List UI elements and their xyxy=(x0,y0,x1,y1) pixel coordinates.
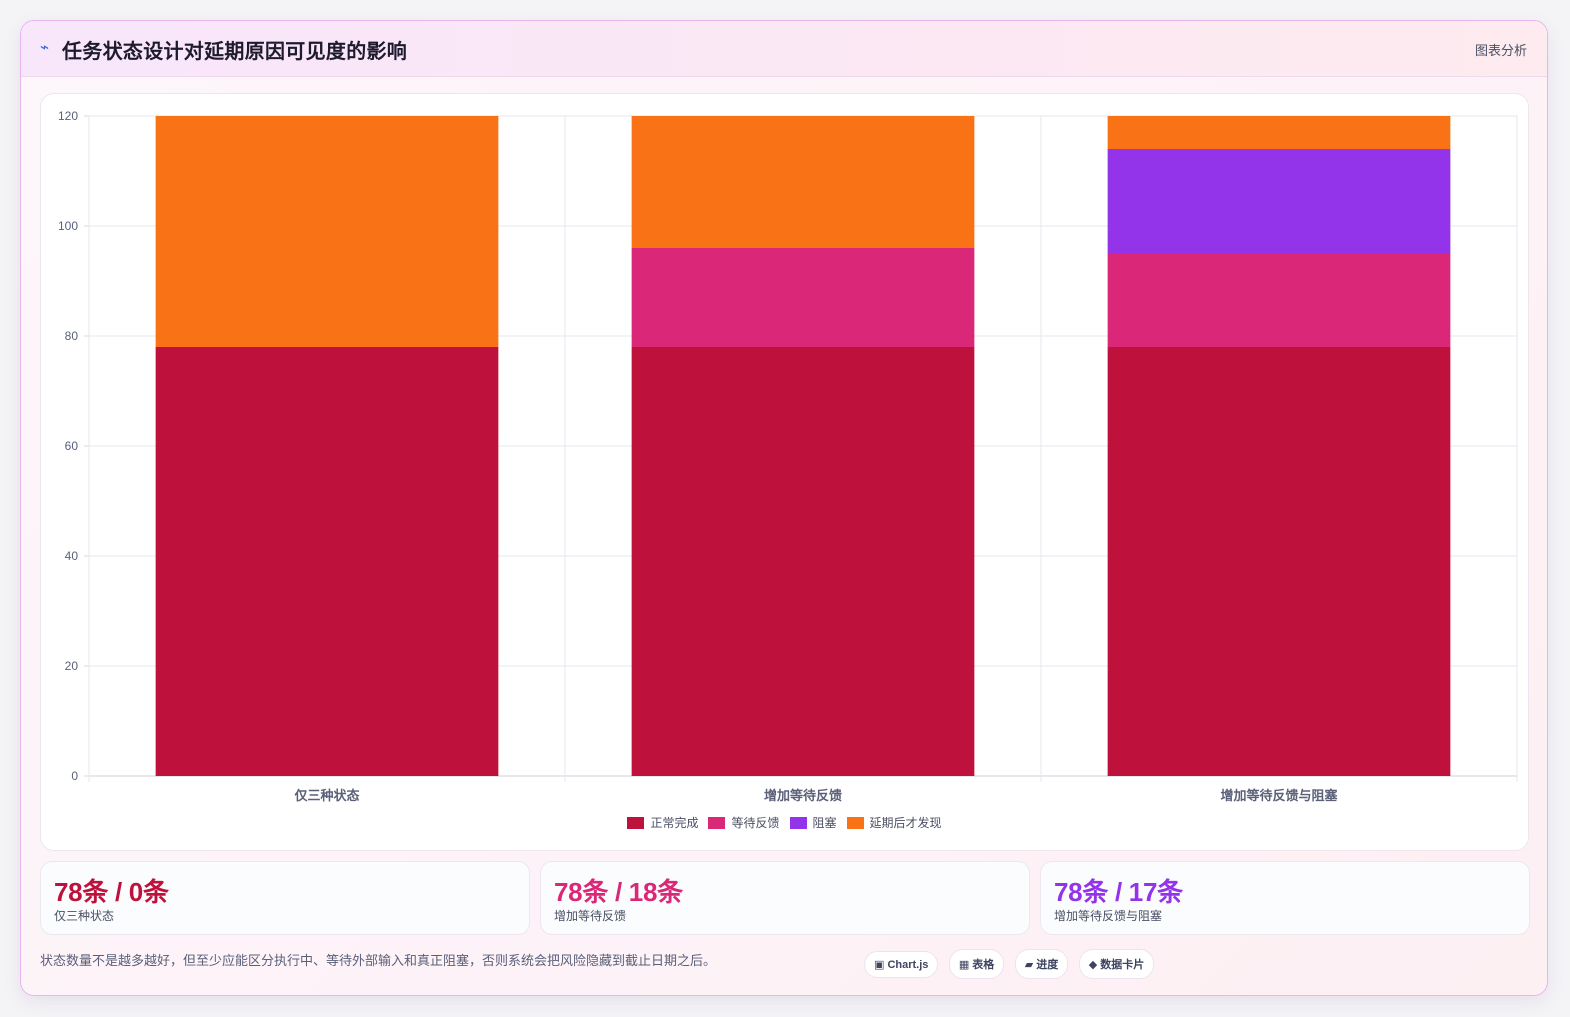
chart-panel: 0 20 40 60 80 100 120 仅三种状态 增加等待反馈 增加等待反馈与阻塞 正常完成… xyxy=(40,93,1529,851)
bar-segment xyxy=(1107,347,1451,776)
bar-segment xyxy=(155,347,499,776)
legend-label: 等待反馈 xyxy=(731,816,780,830)
stacked-bar-chart: 0 20 40 60 80 100 120 仅三种状态 增加等待反馈 增加等待反馈与阻塞 xyxy=(58,109,1518,803)
stat-label: 仅三种状态 xyxy=(54,909,115,923)
stat-label: 增加等待反馈 xyxy=(554,909,627,923)
legend-swatch xyxy=(789,817,807,829)
y-tick-label: 100 xyxy=(58,219,78,233)
legend-swatch xyxy=(708,817,726,829)
bar-segment xyxy=(631,347,975,776)
legend-swatch xyxy=(627,817,645,829)
legend-label: 正常完成 xyxy=(650,816,699,830)
card-header: ⌁ 任务状态设计对延期原因可见度的影响 图表分析 xyxy=(21,21,1547,77)
x-tick-label: 增加等待反馈与阻塞 xyxy=(1220,788,1338,803)
y-tick-label: 20 xyxy=(65,659,79,673)
bar-segment xyxy=(1107,253,1451,347)
stat-label: 增加等待反馈与阻塞 xyxy=(1054,909,1163,923)
table-chip[interactable]: ▦ 表格 xyxy=(948,949,1005,979)
legend-item[interactable]: 正常完成 xyxy=(627,814,698,831)
y-tick-label: 0 xyxy=(71,769,78,783)
legend-label: 延期后才发现 xyxy=(869,816,942,830)
y-tick-label: 60 xyxy=(65,439,79,453)
stat-card-waiting-and-blocked: 78条 / 17条 增加等待反馈与阻塞 xyxy=(1040,861,1530,935)
data-card-chip[interactable]: ◆ 数据卡片 xyxy=(1078,949,1155,979)
legend-item[interactable]: 延期后才发现 xyxy=(846,814,942,831)
y-tick-label: 120 xyxy=(58,109,78,123)
bar-segment xyxy=(1107,149,1451,254)
bar-segment xyxy=(1107,116,1451,149)
stat-value: 78条 / 0条 xyxy=(54,877,169,907)
chart-card: ⌁ 任务状态设计对延期原因可见度的影响 图表分析 0 20 40 60 80 100 120… xyxy=(20,20,1548,996)
progress-chip[interactable]: ▰ 进度 xyxy=(1014,949,1069,979)
page-title: 任务状态设计对延期原因可见度的影响 xyxy=(62,41,408,63)
footnote: 状态数量不是越多越好，但至少应能区分执行中、等待外部输入和真正阻塞，否则系统会把… xyxy=(40,953,717,968)
legend-swatch xyxy=(846,817,864,829)
y-tick-label: 80 xyxy=(65,329,79,343)
stat-value: 78条 / 18条 xyxy=(554,877,683,907)
chart-js-chip[interactable]: ▣ Chart.js xyxy=(864,951,939,978)
lightning-icon: ⌁ xyxy=(40,39,50,56)
chip-row: ▣ Chart.js ▦ 表格 ▰ 进度 ◆ 数据卡片 xyxy=(864,949,1160,979)
chart-legend: 正常完成 等待反馈 阻塞 延期后才发现 xyxy=(41,814,1528,831)
y-tick-label: 40 xyxy=(65,549,79,563)
bar-segment xyxy=(631,116,975,248)
bar-segment xyxy=(631,248,975,347)
stat-card-three-states: 78条 / 0条 仅三种状态 xyxy=(40,861,530,935)
legend-item[interactable]: 等待反馈 xyxy=(708,814,780,831)
bar-segment xyxy=(155,116,499,347)
stat-card-waiting-feedback: 78条 / 18条 增加等待反馈 xyxy=(540,861,1030,935)
x-tick-label: 仅三种状态 xyxy=(293,788,359,803)
stat-value: 78条 / 17条 xyxy=(1054,877,1183,907)
legend-item[interactable]: 阻塞 xyxy=(789,814,837,831)
x-tick-label: 增加等待反馈 xyxy=(764,788,842,803)
legend-label: 阻塞 xyxy=(812,816,837,830)
header-tag: 图表分析 xyxy=(1474,43,1527,58)
